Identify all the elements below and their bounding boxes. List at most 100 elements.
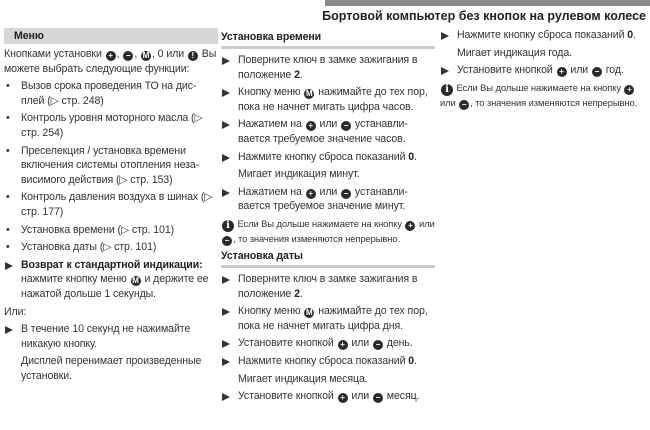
instruction-step: Нажмите кнопку сброса показаний 0.	[440, 28, 650, 43]
text: .	[633, 29, 636, 41]
text: Установите кнопкой	[238, 337, 337, 350]
text: .	[414, 354, 417, 367]
text: Контроль давления воздуха в шинах (▷ стр…	[21, 191, 213, 218]
text: Контроль уровня моторного масла (▷ стр. …	[21, 112, 203, 139]
text: ,	[134, 48, 140, 60]
info-icon: i	[222, 219, 234, 232]
text: или	[348, 390, 372, 403]
text: Мигает индикация года.	[457, 46, 572, 59]
instruction-step: Установите кнопкой + или − год.	[440, 63, 650, 78]
plus-button-icon: +	[337, 393, 348, 404]
step-result: Мигает индикация месяца.	[221, 372, 435, 387]
minus-button-icon: −	[372, 340, 383, 351]
text: Вы можете выбрать следующие функции:	[4, 48, 217, 75]
instruction-step: Установите кнопкой + или − месяц.	[221, 389, 435, 404]
bold-text: Установка времени	[221, 31, 322, 43]
text: .	[299, 287, 303, 300]
text: или	[316, 118, 341, 131]
text: Установка даты (▷ стр. 101)	[21, 241, 157, 254]
minus-button-icon: −	[459, 99, 470, 110]
info-icon: i	[441, 83, 453, 96]
instruction-step: Нажмите кнопку сброса показаний 0.	[221, 354, 435, 369]
text: или	[316, 185, 341, 198]
text: или	[567, 64, 591, 77]
menu-button-icon: M	[130, 276, 141, 287]
instruction-step: Кнопку меню M нажимайте до тех пор, пока…	[221, 85, 435, 114]
text: Кнопками установки	[4, 48, 105, 60]
text: устанавли-вается требуемое значение часо…	[238, 118, 408, 145]
bold-text: Установка даты	[221, 249, 303, 262]
header-bar	[325, 0, 650, 6]
minus-button-icon: −	[372, 393, 383, 404]
text: Нажатием на	[238, 118, 305, 131]
bold-text: Возврат к стандартной индикации:	[21, 258, 203, 271]
menu-button-icon: M	[141, 51, 151, 61]
minus-button-icon: −	[123, 51, 134, 61]
info-note: i Если Вы дольше нажимаете на кнопку + и…	[440, 81, 650, 110]
text: .	[414, 150, 417, 163]
bold-text: 0	[408, 354, 415, 367]
text: ,	[116, 48, 123, 60]
text: или	[348, 337, 372, 350]
list-item: Установка даты (▷ стр. 101)	[4, 240, 218, 255]
plus-button-icon: +	[305, 121, 316, 132]
text: , 0 или	[152, 48, 187, 60]
text: год.	[602, 64, 624, 77]
text: Если Вы дольше нажимаете на кнопку	[235, 217, 405, 229]
text: и держите ее нажатой дольше 1 секунды.	[21, 273, 209, 300]
plus-button-icon: +	[624, 84, 635, 95]
instruction-step: Поверните ключ в замке зажигания в полож…	[221, 272, 435, 301]
list-item: Установка времени (▷ стр. 101)	[4, 223, 218, 238]
text: .	[299, 68, 303, 81]
menu-button-icon: M	[304, 89, 315, 100]
instruction-step: Поверните ключ в замке зажигания в полож…	[221, 53, 435, 82]
text: Мигает индикация месяца.	[238, 372, 368, 385]
reset-button-icon: !	[187, 51, 198, 61]
section-heading: Установка даты	[221, 249, 435, 268]
text: Если Вы дольше нажимаете на кнопку	[454, 81, 624, 93]
section-heading: Установка времени	[221, 30, 435, 49]
text: Поверните ключ в замке зажигания в полож…	[238, 54, 418, 81]
plus-button-icon: +	[337, 340, 348, 351]
minus-button-icon: −	[341, 121, 352, 132]
paragraph: Или:	[4, 305, 218, 320]
instruction-step: Нажатием на + или − устанавли-вается тре…	[221, 185, 435, 214]
plus-button-icon: +	[405, 220, 416, 231]
column-right: Нажмите кнопку сброса показаний 0. Мигает…	[440, 28, 650, 113]
list-item: Вызов срока проведения ТО на дис-плей (▷…	[4, 79, 218, 108]
text: Установка времени (▷ стр. 101)	[21, 223, 175, 236]
bold-text: Меню	[14, 30, 44, 42]
column-left: Меню Кнопками установки +, −, M, 0 или ! …	[4, 28, 218, 386]
text: , то значения изменяются непрерывно.	[470, 96, 638, 108]
text: Преселекция / установка времени включени…	[21, 144, 200, 186]
list-item: Контроль давления воздуха в шинах (▷ стр…	[4, 190, 218, 219]
text: Дисплей перенимает произведенные установ…	[21, 355, 202, 382]
bold-text: 0	[627, 29, 634, 41]
text: устанавли-вается требуемое значение мину…	[238, 185, 408, 213]
menu-button-icon: M	[304, 308, 315, 319]
column-middle: Установка времени Поверните ключ в замке …	[221, 28, 435, 407]
section-heading: Меню	[4, 28, 218, 44]
minus-button-icon: −	[591, 67, 602, 78]
text: Нажмите кнопку сброса показаний	[238, 150, 409, 163]
text: нажимайте до тех пор, пока не начнет миг…	[238, 305, 428, 332]
text: , то значения изменяются непрерывно.	[233, 232, 400, 244]
instruction-step: Кнопку меню M нажимайте до тех пор, пока…	[221, 304, 435, 333]
page-title: Бортовой компьютер без кнопок на рулевом…	[322, 9, 646, 23]
bold-text: 2	[294, 68, 300, 81]
text: Установите кнопкой	[457, 64, 556, 77]
text: Установите кнопкой	[238, 390, 337, 403]
bold-text: 0	[408, 150, 415, 163]
text: нажимайте до тех пор, пока не начнет миг…	[238, 86, 428, 113]
paragraph: Кнопками установки +, −, M, 0 или ! Вы м…	[4, 47, 218, 76]
step-result: Мигает индикация минут.	[221, 167, 435, 182]
minus-button-icon: −	[341, 188, 352, 199]
instruction-step: В течение 10 секунд не нажимайте никакую…	[4, 322, 218, 351]
text: Или:	[4, 305, 27, 318]
info-note: i Если Вы дольше нажимаете на кнопку + и…	[221, 217, 435, 246]
text: нажмите кнопку меню	[21, 273, 130, 286]
text: Кнопку меню	[238, 305, 304, 318]
text: или	[440, 96, 459, 108]
list-item: Контроль уровня моторного масла (▷ стр. …	[4, 111, 218, 140]
